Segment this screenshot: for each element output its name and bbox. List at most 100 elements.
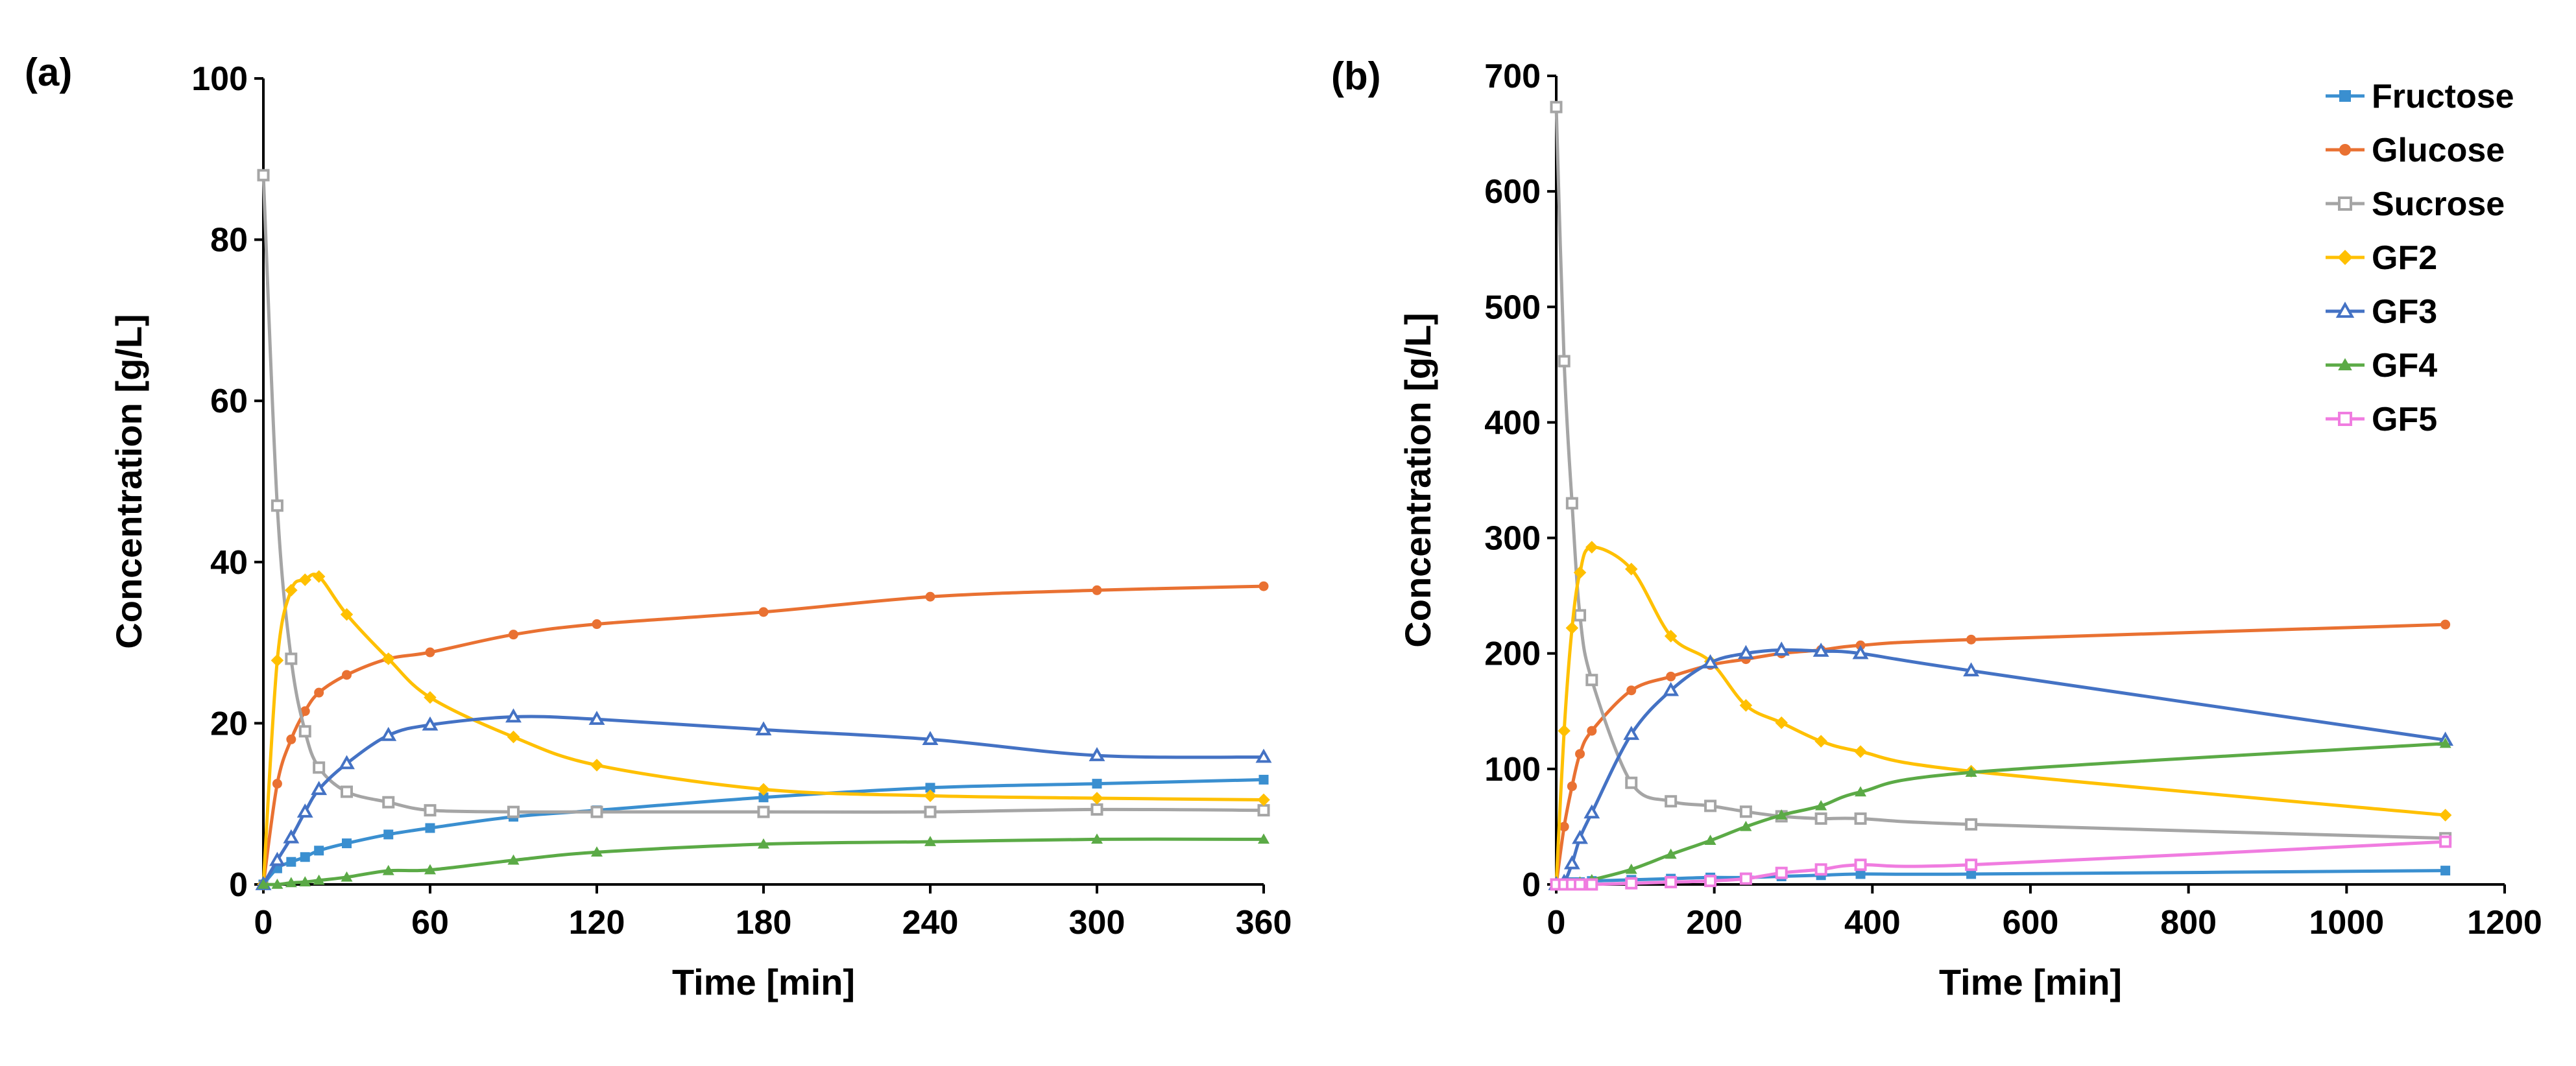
- panel-a-gf2-data-point: [590, 759, 603, 772]
- panel-a-glucose-data-point: [592, 619, 602, 630]
- panel-a-sucrose-data-point: [924, 805, 937, 818]
- panel-a-y-tick-label: 80: [210, 222, 248, 259]
- panel-a-x-tick-label: 120: [569, 904, 625, 942]
- panel-a-gf4-data-point: [758, 838, 769, 849]
- panel-b-y-tick-label: 100: [1484, 751, 1541, 788]
- panel-a-series-gf4: [258, 833, 1270, 889]
- panel-b-x-tick-label: 1200: [2467, 904, 2542, 942]
- panel-b-gf4-data-point: [1965, 766, 1977, 777]
- panel-b-gf5-data-point: [1574, 878, 1587, 891]
- panel-b-fructose-data-point: [1855, 869, 1866, 879]
- panel-b-gf4-data-point: [1855, 786, 1867, 797]
- panel-b-glucose-data-point: [1575, 749, 1585, 759]
- filled-square-marker-icon: [2339, 90, 2351, 102]
- panel-b-sucrose-data-point: [1574, 609, 1587, 622]
- panel-b-gf3-data-point: [1563, 855, 1580, 870]
- panel-b-gf2-data-point: [1854, 745, 1867, 758]
- panel-a-gf2-data-point: [507, 730, 520, 744]
- panel-b-gf5-data-point: [1665, 875, 1678, 888]
- panel-a-glucose-data-point: [509, 630, 518, 640]
- legend-gf2-label: GF2: [2372, 239, 2437, 277]
- legend-sucrose-label: Sucrose: [2372, 185, 2505, 223]
- panel-a-y-tick-label: 100: [191, 60, 248, 98]
- panel-b-gf5-data-point: [1775, 866, 1788, 879]
- panel-a-gf2-data-point: [1090, 792, 1103, 805]
- panel-b-gf4-data-point: [2439, 737, 2451, 748]
- panel-a-x-tick-label: 300: [1069, 904, 1125, 942]
- panel-b-gf4-data-point: [1776, 809, 1788, 820]
- panel-a-glucose-data-point: [758, 607, 769, 617]
- panel-b-gf3-data-point: [1773, 641, 1790, 656]
- panel-a-gf3-data-point: [1089, 747, 1105, 761]
- panel-b-gf4-data-point: [1665, 848, 1677, 859]
- panel-a-fructose-data-point: [383, 829, 394, 840]
- panel-a-series-gf3: [255, 708, 1272, 890]
- panel-b-y-tick-label: 200: [1484, 635, 1541, 673]
- panel-a-gf3-data-point: [922, 731, 939, 746]
- panel-a-gf3-data-point: [283, 829, 300, 844]
- panel-a-fructose-data-point: [758, 792, 769, 803]
- panel-b-glucose-data-point: [1666, 671, 1676, 681]
- panel-a-fructose-data-point: [1092, 779, 1102, 789]
- panel-a-x-axis-title: Time [min]: [672, 962, 855, 1002]
- panel-b-gf5-data-point: [1739, 872, 1752, 885]
- filled-circle-marker-icon: [2339, 144, 2351, 156]
- legend-item-gf5: GF5: [2326, 401, 2437, 438]
- panel-a-gf4-data-point: [382, 864, 394, 875]
- panel-a-gf2-data-point: [312, 570, 326, 583]
- panel-a-y-tick-label: 40: [210, 544, 248, 582]
- panel-b-gf2-data-point: [1573, 566, 1587, 579]
- open-square-marker-icon: [2338, 412, 2352, 426]
- panel-b-gf3-data-point: [1963, 662, 1980, 677]
- panel-a-fructose-data-point: [300, 852, 310, 862]
- panel-a-gf3-data-point: [296, 803, 313, 818]
- panel-a-chart: 0 20 40 60 80 100 0 60 120 180 240 300 360 Time [min]…: [25, 51, 1292, 1002]
- panel-a-gf3-data-point: [422, 716, 439, 731]
- panel-b-glucose-line: [1554, 622, 2446, 885]
- panel-a-gf2-data-point: [298, 573, 311, 586]
- panel-a-x-tick-label: 360: [1236, 904, 1292, 942]
- panel-a-gf4-data-point: [924, 836, 936, 846]
- panel-b-y-tick-label: 400: [1484, 404, 1541, 442]
- panel-a-gf4-data-point: [271, 879, 283, 889]
- panel-a-series-sucrose: [257, 169, 1270, 818]
- panel-a-fructose-data-point: [286, 857, 296, 867]
- panel-b-gf3-data-point: [1623, 726, 1640, 740]
- panel-b-series-gf5: [1550, 835, 2452, 891]
- panel-a-gf4-data-point: [591, 846, 603, 857]
- open-triangle-marker-icon: [2335, 302, 2355, 318]
- panel-b-series-fructose: [1551, 866, 2451, 890]
- panel-b-gf2-data-point: [1739, 699, 1753, 712]
- panel-a-gf4-data-point: [341, 871, 353, 882]
- panel-a-gf2-data-point: [340, 608, 354, 621]
- panel-b-sucrose-data-point: [1550, 101, 1563, 113]
- panel-b-y-tick-label: 600: [1484, 173, 1541, 211]
- panel-b-series-gf3: [1548, 641, 2454, 890]
- panel-a-gf4-data-point: [258, 879, 269, 889]
- panel-a-x-tick-label: 240: [902, 904, 959, 942]
- panel-a-sucrose-data-point: [424, 804, 437, 817]
- panel-b-x-tick-label: 200: [1686, 904, 1742, 942]
- panel-b-y-tick-label: 700: [1484, 58, 1541, 95]
- panel-a-gf3-data-point: [1255, 748, 1272, 763]
- panel-a-gf2-data-point: [924, 789, 937, 803]
- panel-b-glucose-data-point: [1567, 781, 1577, 792]
- panel-b-sucrose-data-point: [1565, 497, 1578, 510]
- panel-b-gf3-data-point: [1852, 645, 1869, 659]
- panel-b-glucose-data-point: [2440, 619, 2451, 630]
- panel-b-y-axis-title: Concentration [g/L]: [1397, 313, 1438, 647]
- panel-a-sucrose-line: [261, 175, 1264, 814]
- panel-b-gf2-data-point: [1624, 562, 1638, 576]
- panel-b-x-axis-title: Time [min]: [1939, 962, 2122, 1002]
- panel-b-sucrose-data-point: [1965, 818, 1978, 831]
- panel-a-gf3-data-point: [755, 721, 772, 736]
- legend-item-gf3: GF3: [2326, 293, 2437, 331]
- legend-item-glucose: Glucose: [2326, 132, 2505, 169]
- panel-a-gf2-data-point: [1257, 793, 1270, 807]
- panel-b-gf4-data-point: [1625, 863, 1637, 874]
- panel-a-gf2-data-point: [285, 584, 298, 597]
- panel-a-glucose-data-point: [286, 734, 296, 744]
- panel-a-glucose-data-point: [925, 591, 935, 602]
- panel-a-label: (a): [25, 51, 72, 94]
